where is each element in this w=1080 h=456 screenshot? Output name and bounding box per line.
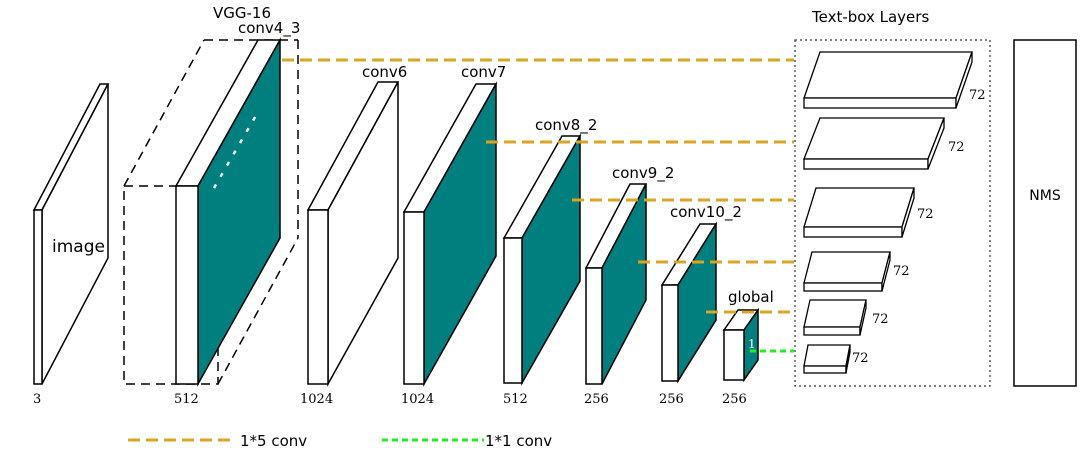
textbox-output-4: 72 [893,264,910,279]
conv10-2-label: conv10_2 [670,203,742,222]
conv8-2-label: conv8_2 [535,116,597,135]
conv7-label: conv7 [461,63,506,81]
textbox-output-3: 72 [917,207,934,222]
textbox-slab-2 [803,117,945,170]
nms-box [1013,39,1077,387]
global-label: global [728,288,774,306]
input-channels: 3 [33,392,41,407]
nms-label: NMS [1029,188,1061,204]
conv10-2-slab: conv10_2 256 [659,203,742,407]
conv8-2-channels: 512 [503,392,528,407]
conv8-2-slab: conv8_2 512 [502,116,597,407]
conv9-2-channels: 256 [584,392,609,407]
global-inner-label: 1 [748,337,756,351]
conv6-label: conv6 [362,63,407,81]
textbox-slab-1 [803,51,973,109]
conv9-2-label: conv9_2 [612,164,674,183]
textbox-output-5: 72 [872,312,889,327]
conv6-channels: 1024 [300,392,333,407]
legend: 1*5 conv 1*1 conv [128,432,552,450]
textbox-output-1: 72 [969,88,986,103]
conv7-slab: conv7 1024 [401,63,506,407]
input-label: image [52,237,105,257]
orange-connections [282,58,794,314]
conv10-2-channels: 256 [659,392,684,407]
vgg16-title: VGG-16 [213,4,271,22]
input-image-slab: image 3 [32,83,110,407]
legend-orange-label: 1*5 conv [240,432,307,450]
legend-green-label: 1*1 conv [485,432,552,450]
global-channels: 256 [722,392,747,407]
textbox-slab-6 [803,344,851,374]
global-slab: global 1 256 [722,288,774,407]
conv4-3-slab: conv4_3 512 [174,19,300,407]
conv7-channels: 1024 [401,392,434,407]
textbox-slab-5 [803,299,867,336]
conv4-3-label: conv4_3 [238,19,300,38]
textbox-output-2: 72 [948,140,965,155]
textbox-slab-4 [803,251,891,292]
conv9-2-slab: conv9_2 256 [584,164,674,407]
vgg16-dashed-box [123,39,299,385]
textbox-output-6: 72 [852,351,869,366]
conv4-3-channels: 512 [174,392,199,407]
conv6-slab: conv6 1024 [300,63,407,407]
textbox-layers-title: Text-box Layers [811,8,929,26]
textbox-slab-3 [803,187,915,238]
